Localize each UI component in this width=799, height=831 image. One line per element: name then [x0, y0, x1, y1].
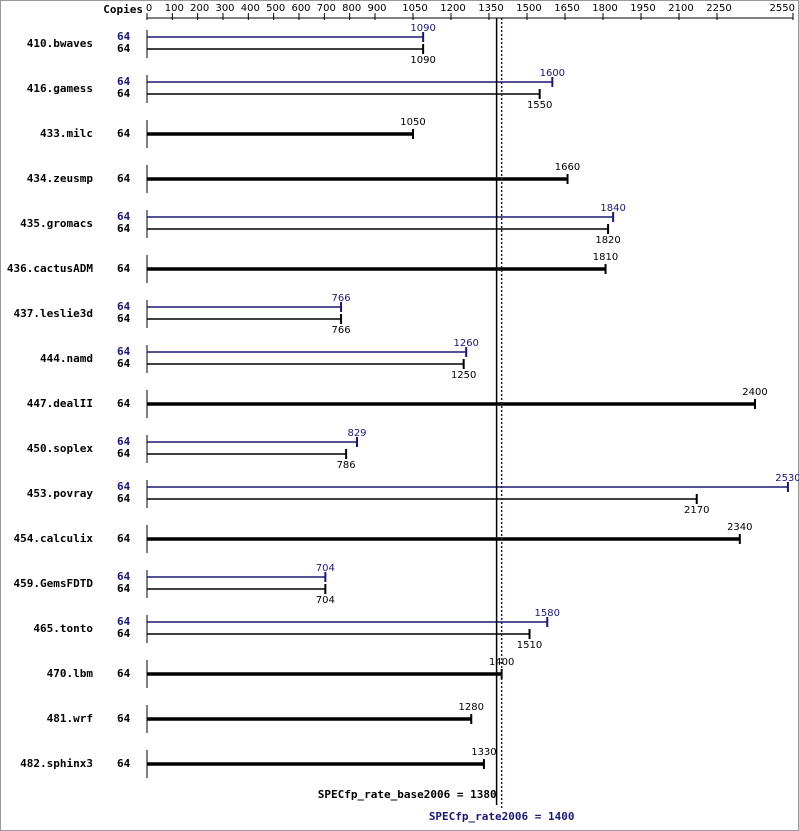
category-label: 416.gamess [27, 82, 93, 95]
value-label: 1510 [517, 640, 542, 651]
value-label: 1050 [400, 117, 425, 128]
x-tick-label: 1800 [592, 3, 617, 14]
copies-label: 64 [117, 627, 131, 640]
x-tick-label: 700 [317, 3, 336, 14]
x-tick-label: 200 [190, 3, 209, 14]
reference-label: SPECfp_rate_base2006 = 1380 [318, 788, 497, 801]
value-label: 1260 [453, 338, 478, 349]
value-label: 1600 [540, 68, 565, 79]
category-label: 447.dealII [27, 397, 93, 410]
category-label: 482.sphinx3 [20, 757, 93, 770]
category-label: 434.zeusmp [27, 172, 94, 185]
x-tick-label: 2250 [706, 3, 731, 14]
value-label: 766 [332, 293, 351, 304]
value-label: 1810 [593, 252, 618, 263]
reference-label: SPECfp_rate2006 = 1400 [429, 810, 575, 823]
copies-label: 64 [117, 492, 131, 505]
x-tick-label: 1350 [478, 3, 503, 14]
category-label: 433.milc [40, 127, 93, 140]
x-tick-label: 500 [266, 3, 285, 14]
category-label: 450.soplex [27, 442, 94, 455]
value-label: 1090 [410, 23, 435, 34]
copies-label: 64 [117, 127, 131, 140]
category-label: 465.tonto [33, 622, 93, 635]
copies-label: 64 [117, 435, 131, 448]
value-label: 1580 [535, 608, 560, 619]
copies-label: 64 [117, 87, 131, 100]
x-tick-label: 1950 [630, 3, 655, 14]
category-label: 459.GemsFDTD [14, 577, 94, 590]
category-label: 454.calculix [14, 532, 94, 545]
copies-header: Copies [103, 3, 143, 16]
x-tick-label: 1050 [402, 3, 427, 14]
value-label: 1820 [595, 235, 620, 246]
copies-label: 64 [117, 480, 131, 493]
x-tick-label: 300 [215, 3, 234, 14]
value-label: 1250 [451, 370, 476, 381]
category-label: 437.leslie3d [14, 307, 93, 320]
value-label: 1330 [471, 747, 496, 758]
value-label: 1280 [459, 702, 484, 713]
x-tick-label: 600 [291, 3, 310, 14]
copies-label: 64 [117, 570, 131, 583]
copies-label: 64 [117, 75, 131, 88]
copies-label: 64 [117, 312, 131, 325]
copies-label: 64 [117, 222, 131, 235]
x-tick-label: 900 [367, 3, 386, 14]
x-tick-label: 400 [241, 3, 260, 14]
copies-label: 64 [117, 357, 131, 370]
value-label: 1660 [555, 162, 580, 173]
x-tick-label: 2100 [668, 3, 693, 14]
value-label: 766 [332, 325, 351, 336]
copies-label: 64 [117, 615, 131, 628]
copies-label: 64 [117, 447, 131, 460]
copies-label: 64 [117, 582, 131, 595]
copies-label: 64 [117, 30, 131, 43]
value-label: 704 [316, 563, 335, 574]
x-tick-label: 0 [146, 3, 152, 14]
copies-label: 64 [117, 757, 131, 770]
category-label: 435.gromacs [20, 217, 93, 230]
x-tick-label: 1200 [440, 3, 465, 14]
category-label: 481.wrf [47, 712, 93, 725]
copies-label: 64 [117, 300, 131, 313]
copies-label: 64 [117, 667, 131, 680]
value-label: 786 [337, 460, 356, 471]
value-label: 829 [347, 428, 366, 439]
value-label: 2340 [727, 522, 752, 533]
x-tick-label: 1500 [516, 3, 541, 14]
category-label: 470.lbm [47, 667, 94, 680]
x-tick-label: 2550 [770, 3, 795, 14]
value-label: 2530 [775, 473, 799, 484]
category-label: 436.cactusADM [7, 262, 93, 275]
copies-label: 64 [117, 210, 131, 223]
copies-label: 64 [117, 397, 131, 410]
value-label: 2170 [684, 505, 709, 516]
x-tick-label: 1650 [554, 3, 579, 14]
copies-label: 64 [117, 42, 131, 55]
copies-label: 64 [117, 345, 131, 358]
copies-label: 64 [117, 532, 131, 545]
copies-label: 64 [117, 262, 131, 275]
value-label: 704 [316, 595, 335, 606]
value-label: 1090 [410, 55, 435, 66]
value-label: 1550 [527, 100, 552, 111]
x-tick-label: 800 [342, 3, 361, 14]
x-tick-label: 100 [165, 3, 184, 14]
category-label: 453.povray [27, 487, 94, 500]
copies-label: 64 [117, 712, 131, 725]
value-label: 2400 [742, 387, 767, 398]
value-label: 1840 [600, 203, 625, 214]
category-label: 444.namd [40, 352, 93, 365]
copies-label: 64 [117, 172, 131, 185]
category-label: 410.bwaves [27, 37, 93, 50]
